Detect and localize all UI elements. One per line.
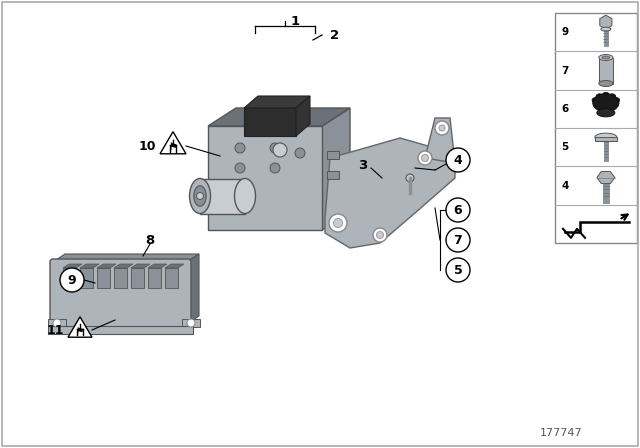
Circle shape (295, 148, 305, 158)
Ellipse shape (599, 81, 613, 86)
Ellipse shape (596, 94, 603, 99)
Polygon shape (208, 126, 322, 230)
Text: 9: 9 (561, 27, 568, 37)
Bar (595, 137, 617, 141)
Circle shape (273, 143, 287, 157)
Circle shape (60, 268, 84, 292)
Polygon shape (97, 264, 116, 268)
Polygon shape (80, 264, 99, 268)
Ellipse shape (593, 94, 619, 112)
Text: 2: 2 (330, 29, 340, 42)
Text: 4: 4 (561, 181, 568, 190)
Text: ⚑: ⚑ (76, 327, 84, 336)
Polygon shape (131, 264, 150, 268)
FancyBboxPatch shape (50, 259, 191, 327)
Ellipse shape (612, 98, 620, 103)
Text: 7: 7 (561, 65, 568, 76)
Bar (327, 171, 339, 179)
Text: 6: 6 (454, 203, 462, 216)
Text: 10: 10 (138, 139, 156, 152)
Text: 6: 6 (561, 104, 568, 114)
Polygon shape (165, 264, 184, 268)
Ellipse shape (234, 178, 255, 214)
Bar (80, 268, 93, 288)
Circle shape (422, 155, 429, 161)
Text: 7: 7 (454, 233, 462, 246)
Circle shape (53, 319, 61, 327)
Polygon shape (322, 108, 350, 230)
Ellipse shape (599, 55, 613, 60)
Text: 1: 1 (291, 14, 300, 27)
Circle shape (329, 214, 347, 232)
Text: 3: 3 (358, 159, 367, 172)
Bar (63, 268, 76, 288)
Ellipse shape (595, 133, 617, 141)
Bar (97, 268, 110, 288)
Polygon shape (296, 96, 310, 136)
Text: 9: 9 (68, 273, 76, 287)
Bar (131, 268, 144, 288)
Circle shape (235, 163, 245, 173)
Circle shape (235, 143, 245, 153)
Ellipse shape (602, 56, 610, 59)
Circle shape (439, 125, 445, 131)
Circle shape (446, 228, 470, 252)
Polygon shape (200, 178, 245, 214)
Polygon shape (68, 317, 92, 337)
Polygon shape (148, 264, 167, 268)
Ellipse shape (602, 92, 609, 97)
Circle shape (373, 228, 387, 242)
Circle shape (418, 151, 432, 165)
Polygon shape (63, 264, 82, 268)
Circle shape (270, 163, 280, 173)
Bar (182, 319, 200, 327)
Ellipse shape (597, 109, 615, 117)
Circle shape (446, 258, 470, 282)
Polygon shape (325, 138, 455, 248)
Ellipse shape (189, 178, 211, 214)
Bar (244, 108, 296, 136)
Circle shape (196, 193, 204, 199)
Circle shape (435, 121, 449, 135)
Text: 4: 4 (454, 154, 462, 167)
Polygon shape (600, 15, 612, 29)
Ellipse shape (601, 27, 611, 31)
Text: 11: 11 (46, 323, 64, 336)
Ellipse shape (592, 98, 599, 103)
Polygon shape (187, 254, 199, 324)
Polygon shape (160, 132, 186, 154)
Ellipse shape (194, 186, 206, 206)
Circle shape (333, 219, 342, 228)
Polygon shape (208, 108, 350, 126)
Circle shape (446, 198, 470, 222)
Polygon shape (114, 264, 133, 268)
Bar (48, 319, 66, 327)
Bar (555, 13, 637, 243)
Polygon shape (597, 172, 615, 184)
Bar (114, 268, 127, 288)
Circle shape (406, 174, 414, 182)
Polygon shape (53, 254, 199, 262)
Polygon shape (244, 96, 310, 108)
Text: 177747: 177747 (540, 428, 582, 438)
Text: 5: 5 (454, 263, 462, 276)
Bar (165, 268, 178, 288)
Circle shape (446, 148, 470, 172)
Text: 5: 5 (561, 142, 568, 152)
Bar (327, 151, 339, 159)
Circle shape (376, 232, 383, 238)
Text: ⚑: ⚑ (168, 142, 177, 152)
Bar (48, 326, 193, 334)
Circle shape (187, 319, 195, 327)
Bar (599, 57, 613, 83)
Circle shape (270, 143, 280, 153)
Text: 8: 8 (145, 233, 155, 246)
Polygon shape (425, 118, 455, 163)
Ellipse shape (609, 94, 616, 99)
Bar (148, 268, 161, 288)
